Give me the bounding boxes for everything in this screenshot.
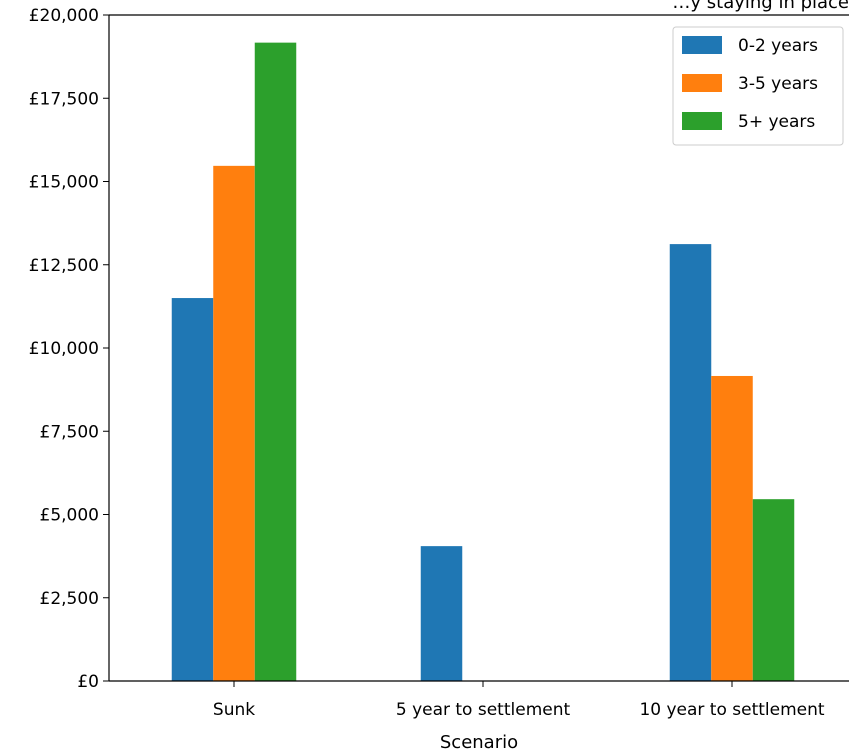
- legend-swatch: [682, 74, 722, 92]
- bars-group: [171, 42, 795, 682]
- x-tick-label: 10 year to settlement: [639, 700, 824, 720]
- y-tick-label: £2,500: [40, 589, 99, 609]
- bar-0-2-years-0: [171, 298, 214, 681]
- legend-label: 3-5 years: [738, 74, 818, 94]
- y-tick-label: £15,000: [29, 173, 99, 193]
- y-tick-label: £7,500: [40, 422, 99, 442]
- chart-title: …y staying in place: [672, 0, 849, 13]
- x-tick-label: Sunk: [213, 700, 255, 720]
- y-ticks-group: £0 £2,500 £5,000 £7,500 £10,000 £12,500 £15,00…: [29, 6, 109, 692]
- bar-0-2-years-1: [420, 546, 463, 681]
- legend-label: 5+ years: [738, 112, 815, 132]
- bar-3-5-years-2: [711, 375, 753, 681]
- y-tick-label: £0: [77, 672, 99, 692]
- legend-label: 0-2 years: [738, 36, 818, 56]
- y-tick-label: £10,000: [29, 339, 99, 359]
- y-tick-label: £5,000: [40, 506, 99, 526]
- x-tick-label: 5 year to settlement: [396, 700, 571, 720]
- bar-0-2-years-2: [669, 244, 712, 681]
- bar-3-5-years-0: [213, 165, 255, 681]
- legend: 0-2 years 3-5 years 5+ years: [672, 26, 844, 146]
- y-tick-label: £12,500: [29, 256, 99, 276]
- bar-5-years-2: [752, 499, 795, 681]
- y-tick-label: £17,500: [29, 89, 99, 109]
- y-tick-label: £20,000: [29, 6, 99, 26]
- legend-swatch: [682, 36, 722, 54]
- x-axis-label: Scenario: [440, 732, 518, 753]
- legend-swatch: [682, 112, 722, 130]
- bar-5-years-0: [254, 42, 297, 682]
- x-ticks-group: Sunk 5 year to settlement 10 year to settl…: [213, 681, 825, 720]
